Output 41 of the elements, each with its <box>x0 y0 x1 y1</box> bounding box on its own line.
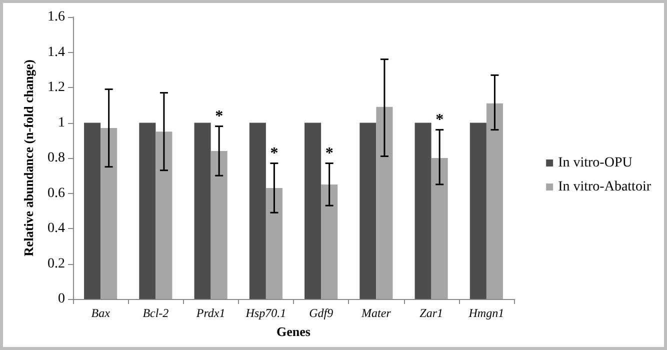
bar <box>156 132 172 299</box>
bar <box>266 188 282 299</box>
bar <box>100 128 118 299</box>
annotation: * <box>436 111 444 128</box>
y-tick-label: 1.4 <box>48 44 65 60</box>
legend-label: In vitro-OPU <box>558 156 632 170</box>
x-tick-label: Mater <box>360 306 392 320</box>
bar <box>139 122 156 299</box>
y-tick-label: 0.8 <box>48 150 65 166</box>
bar <box>431 158 448 299</box>
bar <box>249 122 266 299</box>
y-tick-label: 0.4 <box>48 221 65 236</box>
bar <box>84 122 101 299</box>
y-tick-label: 0.6 <box>48 186 65 201</box>
x-tick-label: Zar1 <box>420 306 443 320</box>
y-tick-label: 0 <box>58 292 65 306</box>
bar <box>360 122 376 299</box>
bar <box>470 122 486 299</box>
x-tick-label: Gdf9 <box>309 306 334 320</box>
y-tick-label: 1 <box>58 115 65 130</box>
x-tick-label: Bax <box>91 306 111 320</box>
bar <box>486 103 503 299</box>
annotation: * <box>215 108 224 125</box>
x-tick-label: Prdx1 <box>195 306 226 320</box>
bar <box>210 150 228 299</box>
bar <box>376 106 393 299</box>
x-axis-title: Genes <box>276 324 310 339</box>
y-tick-label: 1.6 <box>48 10 65 24</box>
x-tick-label: Bcl-2 <box>142 306 169 320</box>
x-tick-label: Hmgn1 <box>468 306 504 320</box>
annotation: * <box>270 144 278 162</box>
bar <box>194 122 211 299</box>
x-tick-label: Hsp70.1 <box>244 306 286 320</box>
y-tick-label: 0.2 <box>48 256 65 272</box>
legend-label: In vitro-Abattoir <box>558 180 652 194</box>
bar <box>414 122 432 299</box>
annotation: * <box>325 144 334 162</box>
bar <box>304 122 322 299</box>
y-tick-label: 1.2 <box>48 80 65 95</box>
bar <box>321 184 338 299</box>
y-axis-title: Relative abundance (n-fold change) <box>21 60 36 256</box>
